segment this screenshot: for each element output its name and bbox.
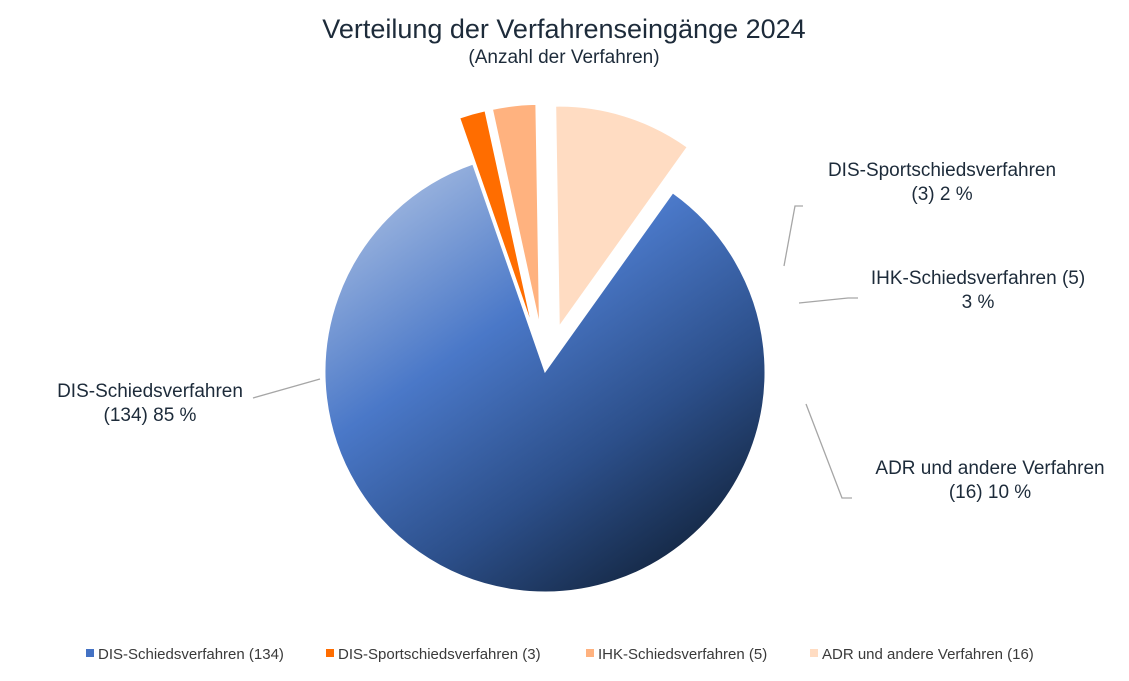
legend-entry-dis-sportschiedsverfahren: DIS-Sportschiedsverfahren (3) <box>338 646 541 663</box>
leader-line-adr <box>805 403 852 499</box>
data-label-ihk-schiedsverfahren-name: IHK-Schiedsverfahren (5) <box>871 268 1085 289</box>
leader-line-dis-schiedsverfahren <box>252 378 321 399</box>
legend-swatch-adr <box>810 649 818 657</box>
data-label-adr-value: (16) 10 % <box>949 482 1031 503</box>
data-label-dis-schiedsverfahren-value: (134) 85 % <box>104 405 197 426</box>
leader-line-dis-sportschiedsverfahren <box>783 205 803 267</box>
chart-title: Verteilung der Verfahrenseingänge 2024 <box>322 14 805 44</box>
pie-slices <box>324 103 766 593</box>
legend-swatch-dis-sportschiedsverfahren <box>326 649 334 657</box>
data-label-ihk-schiedsverfahren-value: 3 % <box>962 292 995 313</box>
data-labels: DIS-Schiedsverfahren (134) 85 % DIS-Spor… <box>57 160 1105 503</box>
legend-swatch-ihk-schiedsverfahren <box>586 649 594 657</box>
pie-slice-dis-schiedsverfahren <box>324 163 766 593</box>
leader-line-ihk-schiedsverfahren <box>798 297 858 304</box>
legend-entry-adr: ADR und andere Verfahren (16) <box>822 646 1034 663</box>
legend-entry-ihk-schiedsverfahren: IHK-Schiedsverfahren (5) <box>598 646 767 663</box>
legend-swatch-dis-schiedsverfahren <box>86 649 94 657</box>
chart-subtitle: (Anzahl der Verfahren) <box>468 47 659 68</box>
data-label-adr-name: ADR und andere Verfahren <box>875 458 1104 479</box>
legend-entry-dis-schiedsverfahren: DIS-Schiedsverfahren (134) <box>98 646 284 663</box>
pie-slice-adr <box>555 105 688 328</box>
chart-legend: DIS-Schiedsverfahren (134) DIS-Sportschi… <box>86 646 1034 663</box>
pie-slice-dis-sportschiedsverfahren <box>459 110 533 326</box>
data-label-dis-sportschiedsverfahren-name: DIS-Sportschiedsverfahren <box>828 160 1056 181</box>
leader-lines <box>252 205 858 499</box>
data-label-dis-schiedsverfahren-name: DIS-Schiedsverfahren <box>57 381 243 402</box>
data-label-dis-sportschiedsverfahren-value: (3) 2 % <box>911 184 972 205</box>
pie-slice-ihk-schiedsverfahren <box>491 103 540 325</box>
